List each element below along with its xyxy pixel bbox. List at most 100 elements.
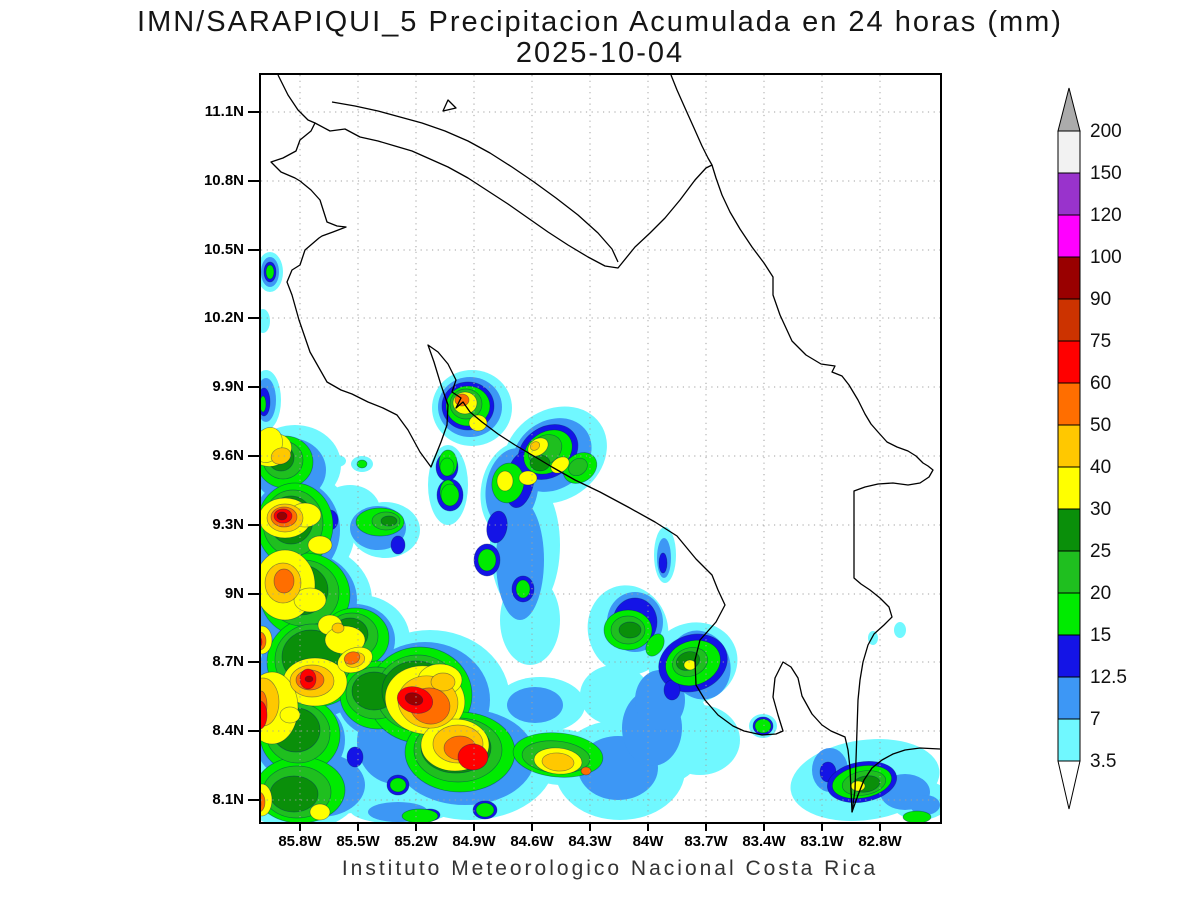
map-title: IMN/SARAPIQUI_5 Precipitacion Acumulada …	[137, 6, 1063, 38]
lon-tick	[473, 822, 475, 831]
colorbar: 3.5 7 12.5 15 20 25 30 40 50 60 75 90 100 120 150 200	[1057, 87, 1127, 810]
colorbar-arrow-bottom	[1057, 760, 1081, 810]
colorbar-segment	[1057, 130, 1081, 174]
colorbar-label: 20	[1090, 583, 1111, 604]
precip-contour-c10	[261, 637, 263, 647]
colorbar-segment	[1057, 424, 1081, 468]
precip-contour-c10	[457, 743, 489, 771]
colorbar-label: 60	[1090, 373, 1111, 394]
colorbar-label: 25	[1090, 541, 1111, 562]
precip-map-canvas	[261, 75, 940, 822]
precip-contour-c12	[404, 692, 424, 706]
precip-contour-c9	[580, 766, 592, 776]
lat-tick-label: 11.1N	[204, 103, 244, 120]
lon-tick-label: 83.7W	[684, 833, 728, 850]
lat-tick	[248, 730, 259, 732]
lon-tick	[415, 822, 417, 831]
lat-tick-label: 8.1N	[212, 791, 244, 808]
precip-contour-c4	[440, 483, 460, 507]
lake-island-line	[442, 99, 457, 112]
precip-contour-c4	[389, 777, 407, 793]
lon-tick	[589, 822, 591, 831]
colorbar-segment	[1057, 592, 1081, 636]
precip-contour-c6	[380, 515, 398, 527]
lon-tick-label: 85.2W	[394, 833, 438, 850]
lon-tick-label: 83.1W	[800, 833, 844, 850]
lon-tick-label: 84.3W	[568, 833, 612, 850]
colorbar-label: 30	[1090, 499, 1111, 520]
precip-contour-c4	[754, 718, 772, 734]
lat-tick	[248, 317, 259, 319]
colorbar-segment	[1057, 340, 1081, 384]
lat-tick	[248, 249, 259, 251]
lat-tick-label: 9N	[224, 585, 244, 602]
colorbar-label: 120	[1090, 205, 1122, 226]
colorbar-label: 50	[1090, 415, 1111, 436]
precip-contour-c9	[273, 568, 295, 594]
colorbar-segment	[1057, 382, 1081, 426]
lat-tick	[248, 524, 259, 526]
colorbar-segment	[1057, 256, 1081, 300]
precip-contour-c4	[515, 579, 531, 599]
colorbar-label: 100	[1090, 247, 1122, 268]
precip-contour-c12	[304, 675, 314, 683]
footer-institution: Instituto Meteorologico Nacional Costa R…	[341, 857, 879, 880]
precip-contour-c9	[261, 792, 266, 812]
precip-contour-c7	[468, 414, 488, 432]
lat-tick-label: 10.2N	[203, 309, 244, 326]
precip-contour-c8	[270, 447, 292, 465]
precip-contour-c6	[529, 454, 551, 472]
lat-tick	[248, 593, 259, 595]
precip-contour-c7	[279, 706, 301, 724]
lon-tick	[821, 822, 823, 831]
precip-contour-c3	[390, 535, 406, 555]
colorbar-label: 3.5	[1090, 751, 1116, 772]
precip-contour-c5	[568, 457, 588, 477]
colorbar-label: 150	[1090, 163, 1122, 184]
lat-tick-label: 10.5N	[203, 241, 244, 258]
map-frame	[259, 73, 942, 824]
colorbar-segment	[1057, 550, 1081, 594]
precip-contour-c12	[276, 511, 288, 521]
precip-contour-c4	[356, 459, 368, 469]
colorbar-label: 15	[1090, 625, 1111, 646]
caribbean-coast-and-panama-border-line	[670, 75, 934, 813]
colorbar-label: 75	[1090, 331, 1111, 352]
precip-contour-c4	[902, 810, 932, 822]
precip-contour-c7	[683, 659, 697, 671]
colorbar-label: 90	[1090, 289, 1111, 310]
map-date: 2025-10-04	[515, 37, 685, 69]
lat-tick	[248, 180, 259, 182]
precip-contour-c2	[507, 687, 563, 723]
precip-contour-c8	[331, 622, 345, 634]
colorbar-segment	[1057, 214, 1081, 258]
colorbar-segment	[1057, 676, 1081, 720]
lat-tick-label: 8.7N	[212, 653, 244, 670]
lon-tick	[763, 822, 765, 831]
precip-contour-c1	[894, 622, 906, 638]
precip-contour-c9	[343, 651, 361, 665]
lat-tick-label: 9.6N	[212, 447, 244, 464]
lat-tick	[248, 386, 259, 388]
lon-tick	[647, 822, 649, 831]
precip-contour-c4	[477, 548, 497, 572]
colorbar-segment	[1057, 718, 1081, 762]
precip-contour-c6	[269, 775, 319, 813]
lon-tick-label: 85.5W	[336, 833, 380, 850]
precip-contour-c7	[309, 803, 331, 821]
colorbar-label: 200	[1090, 121, 1122, 142]
colorbar-segment	[1057, 634, 1081, 678]
lon-tick	[357, 822, 359, 831]
lat-tick-label: 9.9N	[212, 378, 244, 395]
precip-contour-c4	[645, 633, 665, 657]
pacific-coast-line	[270, 75, 940, 813]
precip-contour-c9	[261, 631, 267, 651]
colorbar-label: 40	[1090, 457, 1111, 478]
lon-tick-label: 84.6W	[510, 833, 554, 850]
precip-contour-c4	[261, 395, 267, 413]
precip-contour-c7	[496, 470, 514, 492]
lon-tick-label: 83.4W	[742, 833, 786, 850]
precip-contour-c8	[529, 441, 541, 451]
precip-contour-c8	[541, 752, 575, 772]
